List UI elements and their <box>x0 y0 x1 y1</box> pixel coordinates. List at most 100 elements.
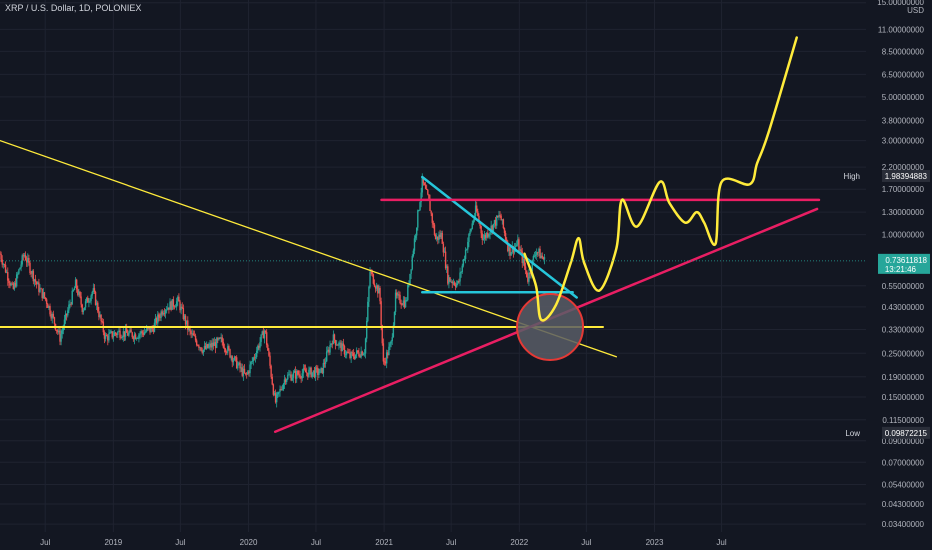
candle-body <box>404 300 407 308</box>
candle-body <box>167 307 169 310</box>
candle-body <box>529 272 531 275</box>
candle-body <box>317 368 319 375</box>
candle-body <box>10 283 12 286</box>
candle-body <box>13 282 16 289</box>
candle-body <box>162 313 165 315</box>
price-axis-tick: 1.30000000 <box>882 208 925 217</box>
candle-body <box>278 391 280 393</box>
candle-body <box>94 291 97 305</box>
candle-body <box>160 311 162 318</box>
candle-body <box>332 334 335 344</box>
candle-body <box>62 327 65 331</box>
candle-body <box>161 311 163 315</box>
candle-body <box>155 317 158 324</box>
symbol-legend[interactable]: XRP / U.S. Dollar, 1D, POLONIEX <box>5 3 141 13</box>
price-axis-tick: 0.19000000 <box>882 373 925 382</box>
candle-body <box>268 350 270 356</box>
candle-body <box>353 356 356 359</box>
candle-body <box>192 333 195 336</box>
candle-body <box>254 356 257 358</box>
candle-body <box>508 247 510 252</box>
candle-body <box>55 329 58 331</box>
candle-body <box>307 372 309 377</box>
candle-body <box>98 311 100 318</box>
cyan-descending-trendline[interactable] <box>421 175 578 299</box>
price-tags: High 1.98394883 Low 0.09872215 0.7361181813:… <box>0 169 930 439</box>
highlight-circle[interactable] <box>516 292 585 361</box>
candle-body <box>321 368 323 374</box>
candle-body <box>490 225 492 233</box>
candle-body <box>60 333 62 342</box>
candle-body <box>373 283 376 287</box>
candle-body <box>274 393 277 403</box>
candle-body <box>104 335 107 339</box>
candle-body <box>271 376 273 385</box>
candle-body <box>49 305 51 315</box>
candle-body <box>243 368 246 373</box>
time-axis[interactable]: Jul 2019 Jul 2020 Jul 2021 Jul 2022 Jul 2023 Jul <box>0 532 932 550</box>
candle-body <box>35 281 38 285</box>
candle-body <box>210 343 212 348</box>
candle-body <box>440 232 442 238</box>
candle-body <box>534 254 537 256</box>
candle-body <box>3 264 6 265</box>
candle-body <box>524 266 527 271</box>
projection-path[interactable] <box>523 36 798 322</box>
candle-body <box>84 301 87 308</box>
candle-body <box>393 311 396 326</box>
candle-body <box>185 320 188 325</box>
candle-body <box>314 367 317 378</box>
candle-body <box>212 342 215 346</box>
candle-body <box>92 288 95 292</box>
candle-body <box>327 349 329 352</box>
candle-body <box>312 370 315 373</box>
candle-body <box>245 373 248 375</box>
candle-body <box>247 371 249 375</box>
candle-body <box>492 223 495 232</box>
low-tag-label: Low <box>845 429 860 438</box>
candle-body <box>543 257 546 260</box>
candle-body <box>518 239 520 251</box>
candle-body <box>144 331 147 333</box>
candle-body <box>287 374 289 380</box>
yellow-descending-trendline[interactable] <box>0 139 617 358</box>
candle-body <box>348 352 350 354</box>
candle-body <box>231 356 233 363</box>
candle-body <box>129 329 131 333</box>
candle-body <box>15 274 18 287</box>
candle-body <box>343 345 346 355</box>
candle-body <box>453 282 456 286</box>
candle-body <box>447 266 449 284</box>
candle-body <box>71 290 73 305</box>
candle-body <box>384 361 387 364</box>
candle-body <box>303 368 306 370</box>
candle-body <box>431 213 433 223</box>
candle-body <box>50 314 52 319</box>
candle-body <box>72 290 75 291</box>
candle-body <box>189 328 191 332</box>
candle-body <box>168 307 170 310</box>
candle-body <box>283 379 286 384</box>
candle-body <box>122 331 125 338</box>
candle-body <box>0 253 1 255</box>
candle-body <box>488 234 490 237</box>
candle-body <box>239 362 241 369</box>
candle-body <box>380 301 382 326</box>
candle-body <box>69 303 71 305</box>
candle-body <box>449 277 451 282</box>
drawing-layer[interactable] <box>0 36 821 433</box>
candle-body <box>57 330 59 333</box>
candle-body <box>207 344 209 348</box>
candle-body <box>65 313 68 316</box>
candle-body <box>409 273 411 285</box>
candle-body <box>44 297 47 300</box>
candle-body <box>195 340 198 346</box>
candle-body <box>222 342 225 348</box>
candle-body <box>148 327 150 329</box>
candle-body <box>282 383 285 390</box>
candle-body <box>391 337 393 342</box>
candle-body <box>124 328 127 337</box>
